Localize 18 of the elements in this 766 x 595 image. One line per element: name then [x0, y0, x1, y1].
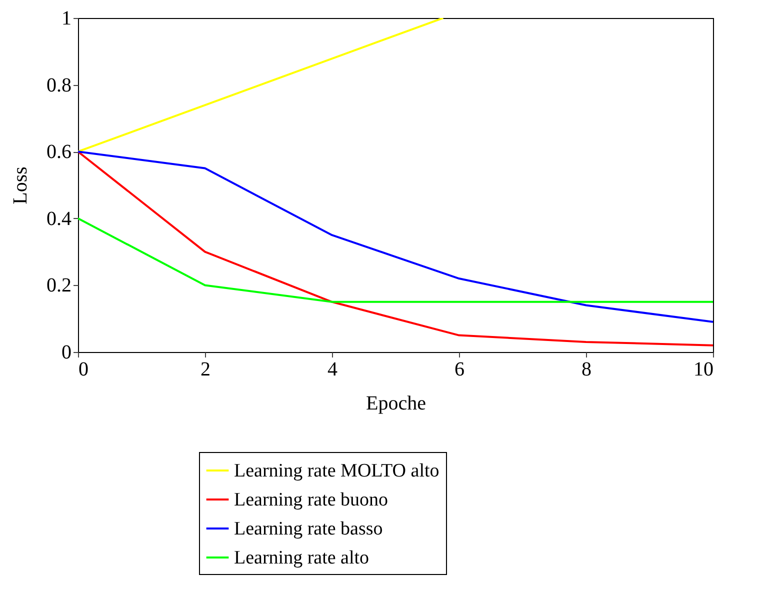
legend-label: Learning rate basso — [234, 518, 383, 540]
x-tick-label: 10 — [694, 358, 714, 380]
legend-label: Learning rate MOLTO alto — [234, 460, 440, 482]
y-tick-label: 0.8 — [46, 74, 72, 96]
x-tick-label: 8 — [582, 358, 592, 380]
y-tick-label: 0.4 — [46, 208, 72, 230]
x-tick-label: 6 — [454, 358, 464, 380]
x-tick-label: 2 — [200, 358, 210, 380]
y-tick-label: 0.2 — [46, 274, 72, 297]
x-tick-label: 4 — [328, 358, 338, 380]
legend-label: Learning rate alto — [234, 548, 370, 568]
legend-label: Learning rate buono — [234, 490, 388, 510]
y-tick-label: 0 — [62, 342, 72, 364]
y-axis-title: Loss — [10, 166, 32, 204]
x-tick-label: 0 — [78, 358, 88, 380]
y-tick-label: 1 — [62, 8, 72, 30]
y-tick-label: 0.6 — [46, 141, 72, 164]
x-axis-title: Epoche — [366, 392, 426, 414]
